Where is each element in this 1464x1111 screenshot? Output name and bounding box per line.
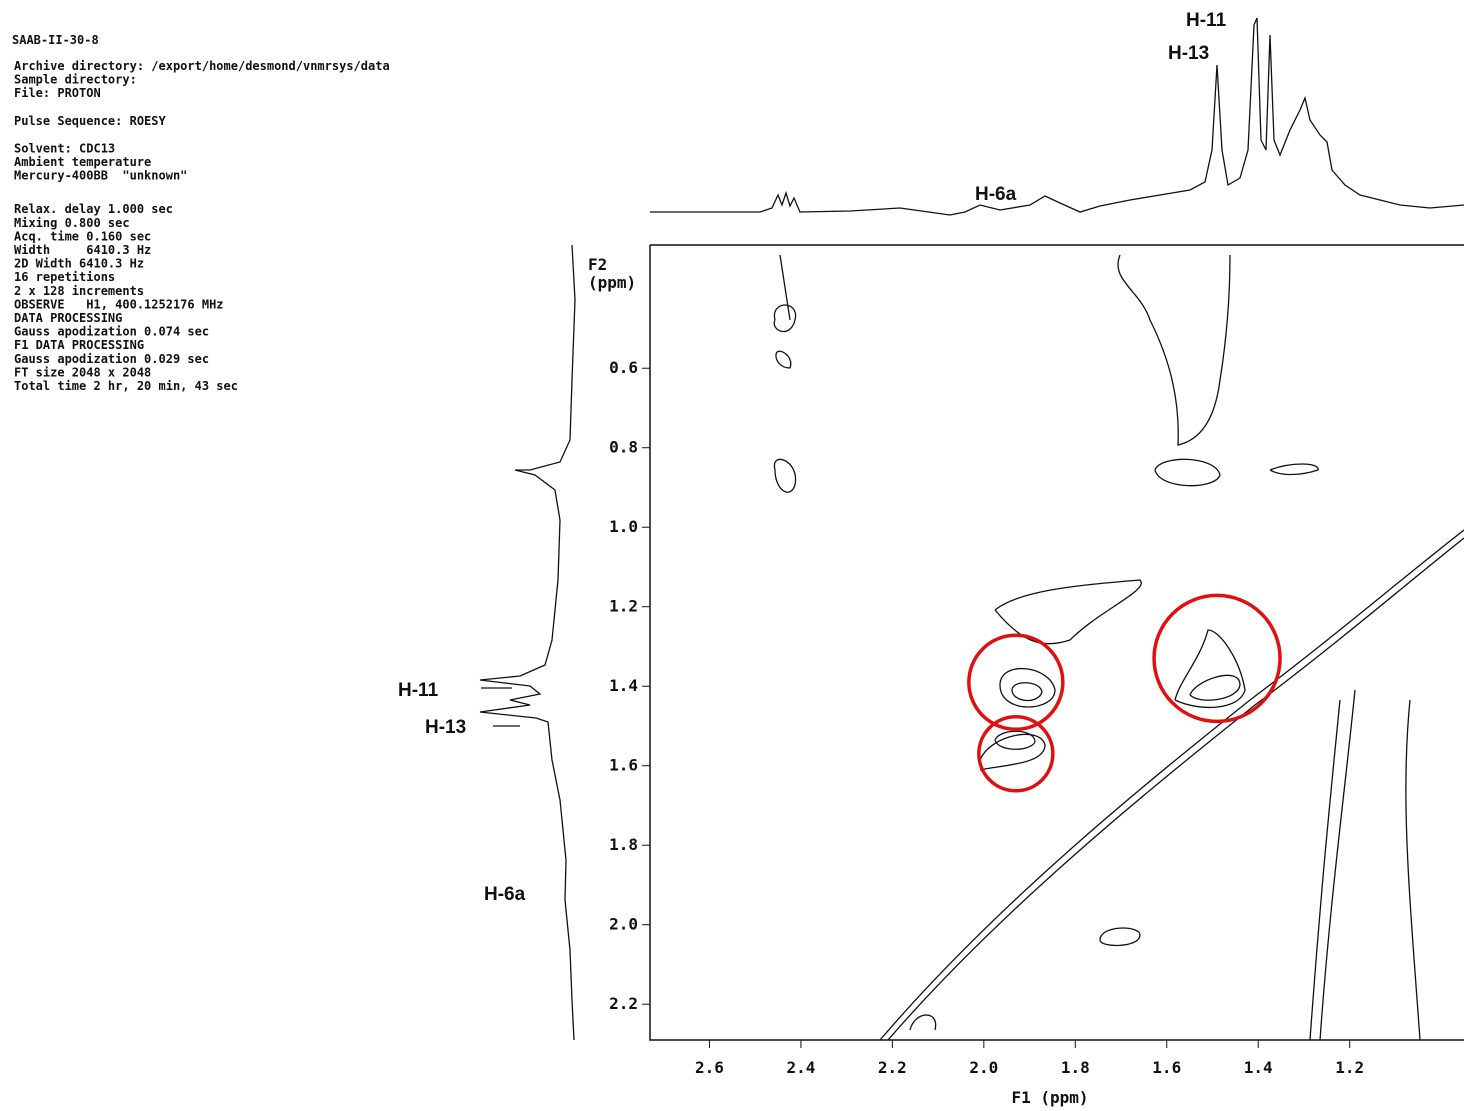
parameter-line: Ambient temperature — [14, 155, 151, 169]
parameter-line: Gauss apodization 0.029 sec — [14, 352, 209, 366]
crosspeak-highlight — [1152, 593, 1282, 724]
plot-frame — [649, 244, 1464, 1041]
parameter-line: DATA PROCESSING — [14, 311, 122, 325]
crosspeak-highlight — [977, 715, 1055, 793]
peak-label: H-6a — [975, 184, 1017, 205]
peak-label: H-11 — [1186, 10, 1227, 31]
parameters: Archive directory: /export/home/desmond/… — [14, 59, 390, 393]
parameter-line: 16 repetitions — [14, 270, 115, 284]
label-leader — [481, 687, 520, 727]
parameter-line: Solvent: CDC13 — [14, 141, 115, 155]
axes: 2.6 2.4 2.2 2.0 1.8 1.6 1.4 1.2 0.6 0.8 1.0 1.2 1.4 1… — [609, 358, 1364, 1077]
peak-label: H-13 — [1168, 43, 1209, 64]
contours — [773, 254, 1464, 1041]
y-tick-label: 1.6 — [609, 756, 638, 775]
x-tick-label: 2.4 — [786, 1058, 815, 1077]
parameter-line: Mixing 0.800 sec — [14, 216, 130, 230]
parameter-line: Acq. time 0.160 sec — [14, 229, 151, 243]
y-tick-label: 0.6 — [609, 358, 638, 377]
parameter-line: Sample directory: — [14, 73, 137, 87]
x-tick-label: 1.8 — [1061, 1058, 1090, 1077]
parameter-line: FT size 2048 x 2048 — [14, 365, 151, 379]
f2-projection — [479, 244, 576, 1041]
x-tick-label: 1.4 — [1244, 1058, 1273, 1077]
x-axis-label: F1 (ppm) — [1011, 1088, 1088, 1107]
x-tick-label: 2.6 — [695, 1058, 724, 1077]
y-tick-label: 0.8 — [609, 438, 638, 457]
crosspeak-highlight — [967, 633, 1065, 731]
peak-label: H-6a — [484, 884, 526, 905]
parameter-line: Gauss apodization 0.074 sec — [14, 325, 209, 339]
parameter-line: F1 DATA PROCESSING — [14, 338, 144, 352]
y-tick-label: 2.0 — [609, 915, 638, 934]
parameter-line: Pulse Sequence: ROESY — [14, 114, 166, 128]
parameter-line: Total time 2 hr, 20 min, 43 sec — [14, 379, 238, 393]
y-tick-label: 1.0 — [609, 517, 638, 536]
y-tick-label: 2.2 — [609, 994, 638, 1013]
peak-label: H-13 — [425, 717, 466, 738]
parameter-line: Relax. delay 1.000 sec — [14, 202, 173, 216]
sample-name: SAAB-II-30-8 — [12, 33, 99, 47]
y-tick-label: 1.4 — [609, 676, 638, 695]
parameter-line: Archive directory: /export/home/desmond/… — [14, 59, 390, 73]
parameter-line: Mercury-400BB "unknown" — [14, 169, 187, 183]
parameter-line: Width 6410.3 Hz — [14, 243, 151, 257]
y-tick-label: 1.8 — [609, 835, 638, 854]
x-tick-label: 1.2 — [1335, 1058, 1364, 1077]
x-tick-label: 2.0 — [969, 1058, 998, 1077]
x-tick-label: 2.2 — [878, 1058, 907, 1077]
y-axis-label: F2 (ppm) — [588, 255, 636, 292]
parameter-line: File: PROTON — [14, 86, 101, 100]
parameter-line: 2D Width 6410.3 Hz — [14, 257, 144, 271]
parameter-line: 2 x 128 increments — [14, 284, 144, 298]
f1-projection — [650, 17, 1464, 216]
parameter-line: OBSERVE H1, 400.1252176 MHz — [14, 297, 224, 311]
y-tick-label: 1.2 — [609, 597, 638, 616]
peak-label: H-11 — [398, 680, 439, 701]
x-tick-label: 1.6 — [1152, 1058, 1181, 1077]
